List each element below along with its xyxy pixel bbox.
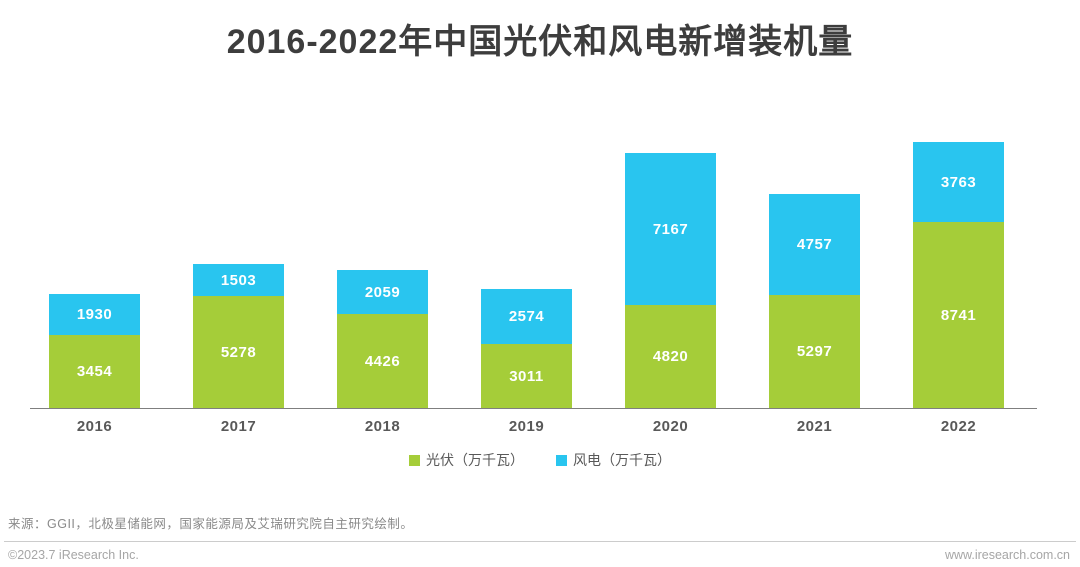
- wind-legend-swatch: [556, 454, 567, 466]
- x-axis-label-2019: 2019: [508, 418, 545, 435]
- bar-segment-pv: 8741: [913, 222, 1004, 408]
- bar-group-2019: 2574 3011: [481, 289, 572, 408]
- x-axis-label-2020: 2020: [652, 418, 689, 435]
- legend-item-wind: 风电（万千瓦）: [556, 450, 671, 470]
- bar-group-2022: 3763 8741: [913, 142, 1004, 408]
- x-axis-label-2018: 2018: [364, 418, 401, 435]
- bar-value-label: 3011: [509, 367, 544, 385]
- bar-value-label: 1930: [76, 306, 113, 323]
- footer: ©2023.7 iResearch Inc. www.iresearch.com…: [8, 548, 1070, 562]
- x-axis-label-2021: 2021: [796, 418, 833, 435]
- bar-segment-pv: 3454: [49, 335, 140, 408]
- wind-legend-label: 风电（万千瓦）: [573, 452, 671, 468]
- bar-group-2018: 2059 4426: [337, 270, 428, 408]
- bar-segment-pv: 5278: [193, 296, 284, 408]
- bar-value-label: 5297: [796, 343, 833, 360]
- x-axis-label-2017: 2017: [220, 418, 257, 435]
- bar-segment-pv: 5297: [769, 295, 860, 408]
- x-axis-label-2022: 2022: [940, 418, 977, 435]
- x-axis-line: [30, 408, 1037, 409]
- bar-segment-wind: 2059: [337, 270, 428, 314]
- bar-value-label: 5278: [220, 343, 257, 361]
- bar-value-label: 4426: [364, 352, 401, 370]
- source-note: 来源：GGII，北极星储能网，国家能源局及艾瑞研究院自主研究绘制。: [8, 517, 414, 531]
- bar-group-2017: 1503 5278: [193, 264, 284, 408]
- bar-value-label: 2574: [508, 308, 545, 325]
- bar-group-2016: 1930 3454: [49, 294, 140, 408]
- bar-value-label: 3454: [76, 363, 113, 380]
- bar-segment-wind: 1503: [193, 264, 284, 296]
- bar-group-2020: 7167 4820: [625, 153, 716, 408]
- bar-segment-wind: 4757: [769, 194, 860, 295]
- bar-segment-wind: 7167: [625, 153, 716, 305]
- bar-value-label: 2059: [364, 283, 401, 301]
- page-title: 2016-2022年中国光伏和风电新增装机量: [226, 23, 854, 61]
- bar-value-label: 1503: [220, 271, 257, 289]
- bar-segment-pv: 4426: [337, 314, 428, 408]
- bar-segment-pv: 3011: [481, 344, 572, 408]
- bar-value-label: 8741: [940, 306, 977, 324]
- bar-value-label: 3763: [940, 173, 977, 191]
- bar-value-label: 4820: [652, 348, 689, 365]
- bar-value-label: 4757: [796, 236, 833, 253]
- website-text: www.iresearch.com.cn: [944, 548, 1070, 562]
- bar-segment-pv: 4820: [625, 305, 716, 408]
- bar-segment-wind: 2574: [481, 289, 572, 344]
- x-axis-label-2016: 2016: [76, 418, 113, 435]
- pv-legend-swatch: [409, 454, 420, 466]
- bar-segment-wind: 3763: [913, 142, 1004, 222]
- footer-divider: [4, 541, 1076, 542]
- legend-item-pv: 光伏（万千瓦）: [409, 450, 524, 470]
- bar-group-2021: 4757 5297: [769, 194, 860, 408]
- chart-plot-area: 1930 3454 2016 1503 5278 2017 2059 4426 2018 2574…: [0, 98, 1080, 435]
- chart-legend: 光伏（万千瓦） 风电（万千瓦）: [0, 450, 1080, 470]
- bar-segment-wind: 1930: [49, 294, 140, 335]
- copyright-text: ©2023.7 iResearch Inc.: [8, 548, 139, 562]
- bar-value-label: 7167: [652, 220, 689, 238]
- pv-legend-label: 光伏（万千瓦）: [426, 452, 524, 468]
